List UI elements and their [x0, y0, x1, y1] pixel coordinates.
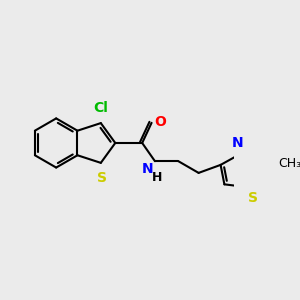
Text: O: O	[154, 115, 166, 129]
Text: S: S	[97, 171, 107, 185]
Text: H: H	[152, 171, 163, 184]
Text: S: S	[248, 191, 258, 205]
Text: N: N	[141, 162, 153, 176]
Text: CH₃: CH₃	[278, 157, 300, 170]
Text: N: N	[232, 136, 244, 150]
Text: Cl: Cl	[93, 101, 108, 115]
